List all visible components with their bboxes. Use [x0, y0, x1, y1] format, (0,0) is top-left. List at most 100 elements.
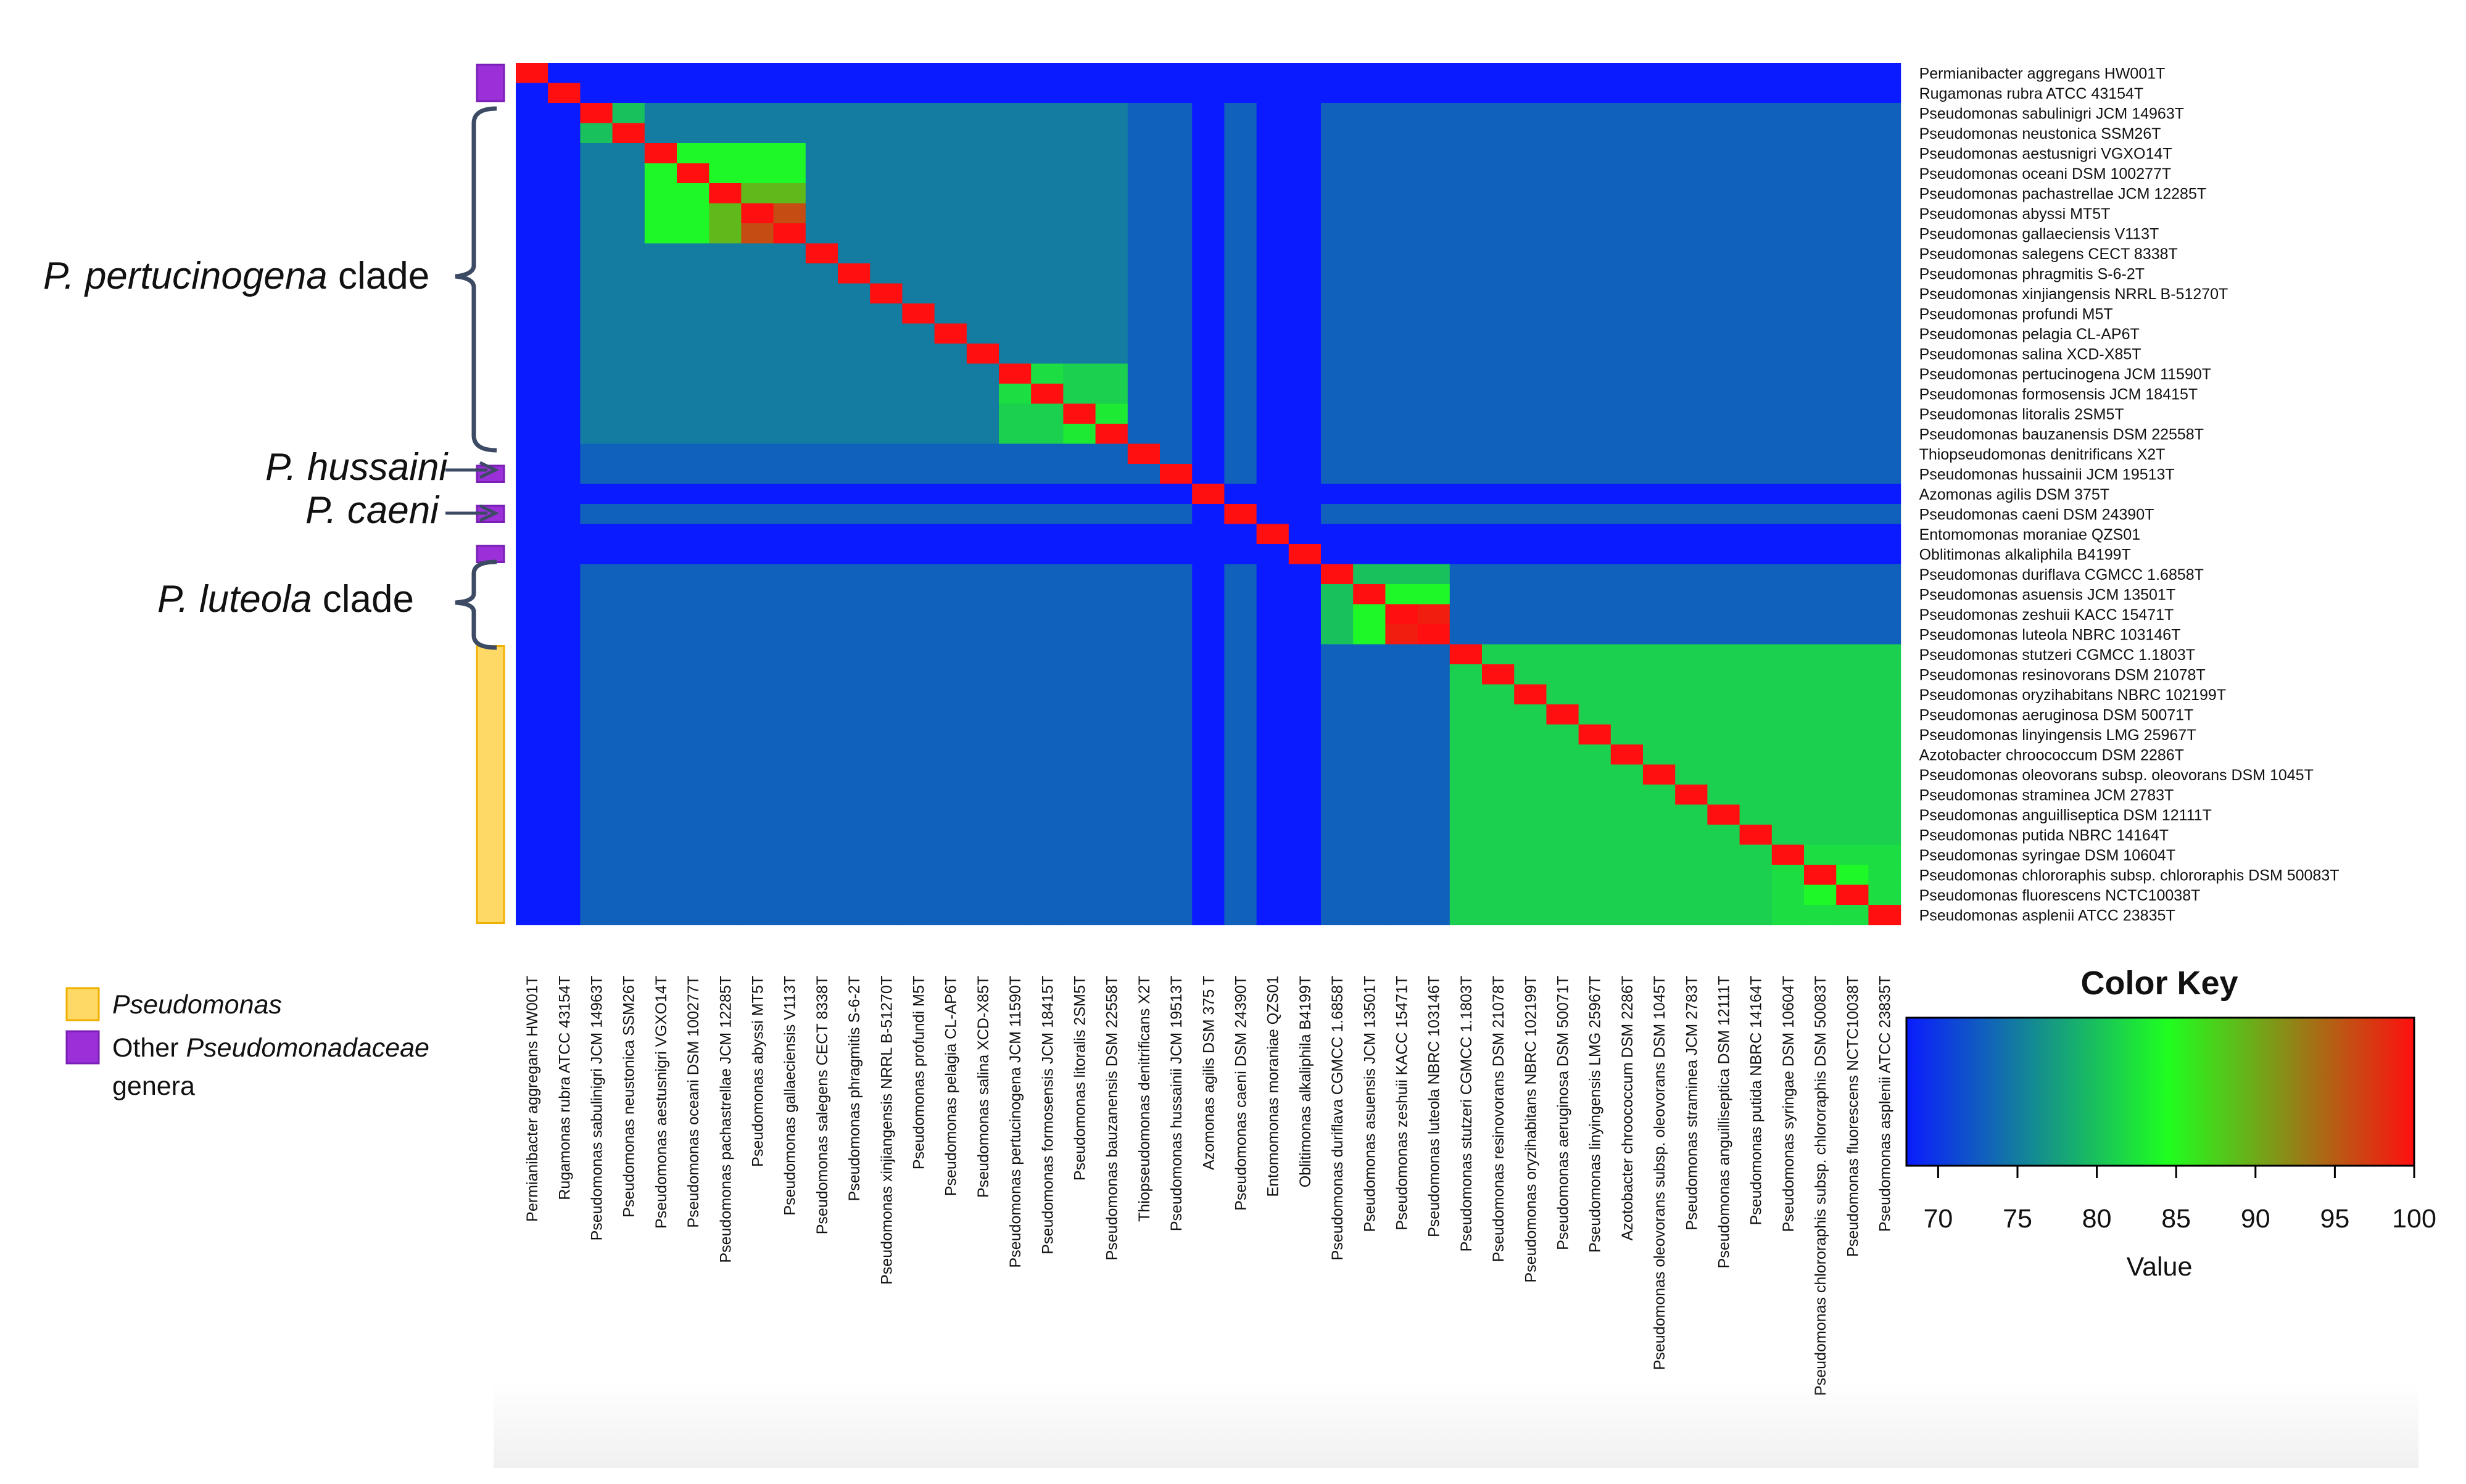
heatmap-cell — [1482, 183, 1515, 204]
heatmap-cell — [1095, 504, 1128, 525]
heatmap-cell — [1160, 384, 1193, 405]
column-label: Pseudomonas pachastrellae JCM 12285T — [717, 976, 734, 1263]
heatmap-cell — [644, 443, 677, 464]
heatmap-cell — [1353, 183, 1386, 204]
heatmap-cell — [548, 844, 581, 865]
heatmap-cell — [1514, 464, 1547, 485]
heatmap-cell — [1449, 464, 1483, 485]
heatmap-cell — [1192, 243, 1225, 264]
heatmap-cell — [1675, 865, 1708, 886]
heatmap-cell — [1449, 223, 1483, 244]
heatmap-cell — [1643, 203, 1676, 224]
heatmap-cell — [1224, 303, 1257, 324]
heatmap-cell — [1675, 464, 1708, 485]
heatmap-cell — [516, 664, 548, 685]
heatmap-cell — [677, 323, 710, 344]
heatmap-cell — [677, 103, 710, 124]
heatmap-cell — [1031, 443, 1064, 464]
heatmap-cell — [741, 544, 774, 565]
heatmap-cell — [1804, 384, 1837, 405]
heatmap-cell — [773, 524, 806, 545]
heatmap-cell — [870, 243, 903, 264]
heatmap-cell — [709, 163, 742, 184]
heatmap-cell — [902, 344, 935, 365]
heatmap-cell — [999, 624, 1032, 645]
heatmap-cell — [1739, 323, 1773, 344]
heatmap-cell — [999, 363, 1032, 384]
heatmap-cell — [999, 443, 1032, 464]
heatmap-cell — [805, 443, 838, 464]
column-label: Pseudomonas phragmitis S-6-2T — [846, 976, 863, 1201]
heatmap-cell — [902, 844, 935, 865]
heatmap-cell — [580, 524, 613, 545]
heatmap-cell — [1482, 123, 1515, 144]
heatmap-cell — [902, 303, 935, 324]
heatmap-cell — [1256, 785, 1289, 806]
heatmap-cell — [1160, 644, 1193, 665]
heatmap-cell — [548, 825, 581, 846]
heatmap-cell — [1353, 664, 1386, 685]
heatmap-cell — [1288, 764, 1322, 785]
heatmap-cell — [1095, 604, 1128, 625]
heatmap-cell — [870, 865, 903, 886]
heatmap-cell — [838, 464, 871, 485]
heatmap-cell — [516, 283, 548, 304]
heatmap-cell — [1224, 103, 1257, 124]
heatmap-cell — [1449, 825, 1483, 846]
heatmap-cell — [1610, 504, 1644, 525]
heatmap-cell — [580, 684, 613, 705]
heatmap-cell — [1514, 163, 1547, 184]
heatmap-cell — [1288, 123, 1322, 144]
heatmap-cell — [709, 624, 742, 645]
heatmap-cell — [1675, 905, 1708, 926]
heatmap-cell — [999, 424, 1032, 445]
heatmap-cell — [1385, 644, 1418, 665]
heatmap-cell — [516, 223, 548, 244]
heatmap-cell — [1482, 344, 1515, 365]
heatmap-cell — [709, 865, 742, 886]
heatmap-cell — [1095, 624, 1128, 645]
heatmap-cell — [548, 263, 581, 284]
heatmap-cell — [1127, 804, 1161, 825]
heatmap-cell — [1031, 63, 1064, 84]
heatmap-cell — [741, 263, 774, 284]
heatmap-cell — [902, 624, 935, 645]
heatmap-cell — [1707, 524, 1740, 545]
heatmap-cell — [1578, 143, 1612, 164]
heatmap-cell — [902, 163, 935, 184]
heatmap-cell — [902, 544, 935, 565]
row-group-bars — [476, 64, 505, 924]
heatmap-cell — [741, 283, 774, 304]
heatmap-cell — [1063, 684, 1096, 705]
color-key-bar — [1905, 1016, 2415, 1167]
heatmap-cell — [1160, 604, 1193, 625]
heatmap-cell — [999, 384, 1032, 405]
heatmap-cell — [1224, 764, 1257, 785]
heatmap-cell — [1192, 544, 1225, 565]
heatmap-cell — [1482, 203, 1515, 224]
heatmap-cell — [773, 664, 806, 685]
heatmap-cell — [1449, 484, 1483, 505]
heatmap-cell — [1546, 103, 1579, 124]
heatmap-cell — [1578, 344, 1612, 365]
heatmap-cell — [902, 143, 935, 164]
heatmap-cell — [1353, 403, 1386, 424]
column-label: Pseudomonas oryzihabitans NBRC 102199T — [1522, 976, 1539, 1283]
heatmap-cell — [902, 443, 935, 464]
heatmap-cell — [1804, 123, 1837, 144]
heatmap-cell — [677, 143, 710, 164]
heatmap-cell — [1514, 604, 1547, 625]
heatmap-cell — [1321, 704, 1354, 725]
heatmap-cell — [870, 744, 903, 765]
heatmap-cell — [1127, 83, 1161, 104]
heatmap-cell — [1804, 424, 1837, 445]
heatmap-cell — [1127, 283, 1161, 304]
heatmap-cell — [1739, 704, 1773, 725]
heatmap-cell — [1707, 363, 1740, 384]
heatmap-cell — [1031, 544, 1064, 565]
heatmap-cell — [580, 884, 613, 905]
heatmap-cell — [1707, 584, 1740, 605]
heatmap-cell — [677, 624, 710, 645]
heatmap-cell — [1160, 183, 1193, 204]
heatmap-cell — [999, 644, 1032, 665]
